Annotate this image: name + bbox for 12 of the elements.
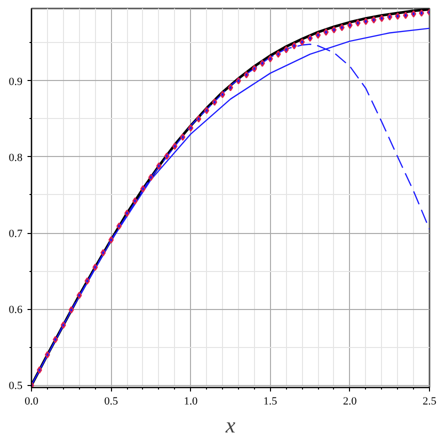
x-tick-label: 1.5 (263, 396, 278, 408)
x-axis-title: x (224, 412, 236, 438)
x-tick-label: 2.5 (422, 396, 437, 408)
y-tick-label: 0.5 (8, 380, 23, 392)
y-tick-label: 0.7 (8, 228, 23, 240)
x-tick-label: 0.0 (24, 396, 39, 408)
y-tick-label: 0.6 (8, 304, 23, 316)
y-tick-label: 0.8 (8, 152, 23, 164)
x-tick-label: 1.0 (184, 396, 198, 408)
x-tick-label: 0.5 (104, 396, 118, 408)
y-tick-label: 0.9 (8, 76, 23, 88)
x-tick-label: 2.0 (343, 396, 358, 408)
